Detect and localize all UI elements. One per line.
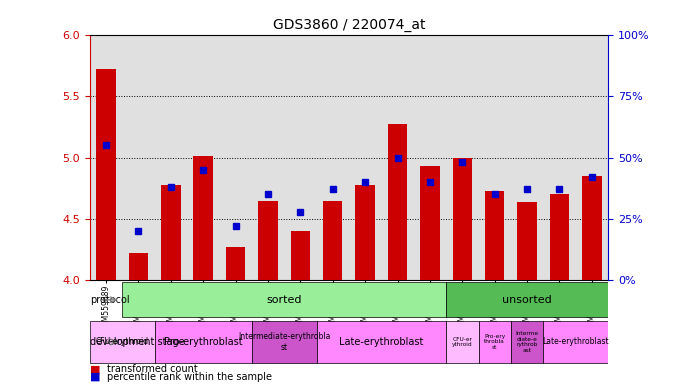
Text: transformed count: transformed count [107, 364, 198, 374]
Bar [96, 69, 116, 280]
Bar [453, 157, 472, 280]
Text: ■: ■ [90, 372, 100, 382]
Bar [155, 321, 252, 362]
Title: GDS3860 / 220074_at: GDS3860 / 220074_at [273, 18, 425, 32]
Text: protocol: protocol [90, 295, 129, 305]
Bar [518, 202, 537, 280]
Bar [446, 321, 478, 362]
Text: Interme
diate-e
rythrob
ast: Interme diate-e rythrob ast [515, 331, 539, 353]
Text: Pro-ery
throbla
st: Pro-ery throbla st [484, 334, 505, 350]
Text: Late-erythroblast: Late-erythroblast [542, 338, 609, 346]
Bar [388, 124, 407, 280]
Text: unsorted: unsorted [502, 295, 552, 305]
Bar [316, 321, 446, 362]
Text: development stage: development stage [90, 337, 184, 347]
Bar [291, 231, 310, 280]
Bar [252, 321, 316, 362]
Bar [550, 194, 569, 280]
Text: Pro-erythroblast: Pro-erythroblast [164, 337, 243, 347]
Bar [355, 185, 375, 280]
Text: Late-erythroblast: Late-erythroblast [339, 337, 424, 347]
Text: CFU-erythroid: CFU-erythroid [95, 338, 149, 346]
Bar [420, 166, 439, 280]
Text: CFU-er
ythroid: CFU-er ythroid [452, 336, 473, 348]
Bar [323, 200, 343, 280]
Bar [161, 185, 180, 280]
Bar [258, 200, 278, 280]
Text: percentile rank within the sample: percentile rank within the sample [107, 372, 272, 382]
Bar [543, 321, 608, 362]
Bar [582, 176, 602, 280]
Bar [122, 282, 446, 317]
Bar [193, 156, 213, 280]
Bar [446, 282, 608, 317]
Bar [226, 247, 245, 280]
Bar [485, 191, 504, 280]
Text: sorted: sorted [267, 295, 302, 305]
Text: ■: ■ [90, 364, 100, 374]
Bar [478, 321, 511, 362]
Bar [129, 253, 148, 280]
Bar [511, 321, 543, 362]
Text: Intermediate-erythrobla
st: Intermediate-erythrobla st [238, 332, 330, 352]
Bar [90, 321, 155, 362]
